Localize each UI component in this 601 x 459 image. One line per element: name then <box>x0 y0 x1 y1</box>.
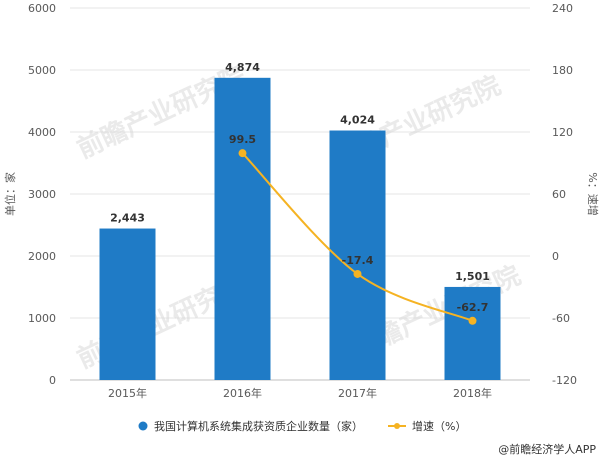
left-tick-label: 6000 <box>28 2 56 15</box>
right-tick-label: 240 <box>552 2 573 15</box>
left-tick-label: 4000 <box>28 126 56 139</box>
bar <box>329 130 386 380</box>
growth-value-label: -62.7 <box>457 301 489 314</box>
legend-bar-marker <box>138 421 148 431</box>
bar <box>444 286 501 380</box>
growth-point <box>238 149 247 158</box>
left-tick-label: 0 <box>49 374 56 387</box>
left-tick-label: 2000 <box>28 250 56 263</box>
bar-value-label: 4,874 <box>225 61 260 74</box>
right-axis-ticks: -120 -60 0 60 120 180 240 <box>552 2 577 387</box>
x-tick-label: 2016年 <box>223 386 262 400</box>
bar-value-label: 1,501 <box>455 270 490 283</box>
left-axis-ticks: 0 1000 2000 3000 4000 5000 6000 <box>28 2 56 387</box>
growth-value-label: 99.5 <box>229 133 256 146</box>
bar-value-label: 2,443 <box>110 212 145 225</box>
right-tick-label: 180 <box>552 64 573 77</box>
right-tick-label: -120 <box>552 374 577 387</box>
bars <box>99 77 501 380</box>
legend: 我国计算机系统集成获资质企业数量（家） 增速（%） <box>138 419 466 433</box>
x-tick-label: 2017年 <box>338 386 377 400</box>
left-tick-label: 3000 <box>28 188 56 201</box>
x-tick-label: 2015年 <box>108 386 147 400</box>
right-tick-label: -60 <box>552 312 570 325</box>
growth-point <box>353 269 362 278</box>
legend-line-dot <box>394 423 400 429</box>
x-tick-label: 2018年 <box>453 386 492 400</box>
left-tick-label: 5000 <box>28 64 56 77</box>
growth-point <box>468 316 477 325</box>
legend-bar-label: 我国计算机系统集成获资质企业数量（家） <box>154 419 363 433</box>
right-tick-label: 60 <box>552 188 566 201</box>
growth-value-label: -17.4 <box>342 254 374 267</box>
growth-line <box>238 149 477 325</box>
right-tick-label: 0 <box>552 250 559 263</box>
line-data-labels: 99.5 -17.4 -62.7 <box>229 133 488 314</box>
bar-data-labels: 2,443 4,874 4,024 1,501 <box>110 61 490 283</box>
left-tick-label: 1000 <box>28 312 56 325</box>
x-axis-ticks: 2015年 2016年 2017年 2018年 <box>108 386 492 400</box>
right-axis-title: %：速增 <box>586 172 600 215</box>
legend-line-label: 增速（%） <box>412 419 466 433</box>
source-text: @前瞻经济学人APP <box>498 442 596 456</box>
bar <box>99 228 156 380</box>
bar-value-label: 4,024 <box>340 114 375 127</box>
right-tick-label: 120 <box>552 126 573 139</box>
left-axis-title: 单位：家 <box>3 172 17 216</box>
bar <box>214 77 271 380</box>
